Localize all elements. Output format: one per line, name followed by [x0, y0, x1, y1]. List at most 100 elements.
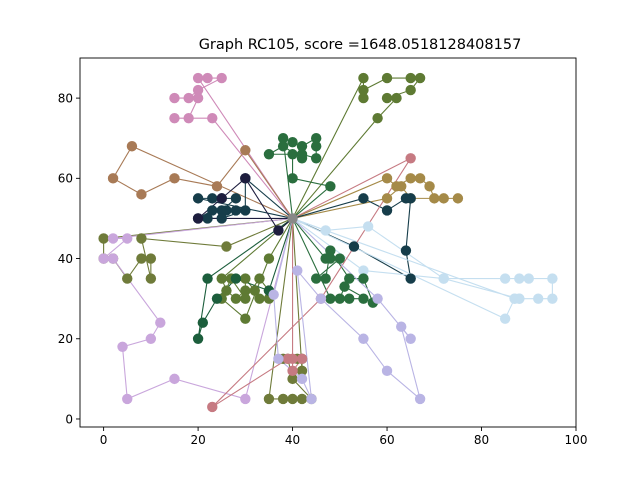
route-line-9: [102, 217, 294, 400]
route-4-point-4: [169, 173, 180, 184]
route-16-point-7: [405, 153, 416, 164]
route-5-point-11: [287, 149, 298, 160]
route-13-point-4: [310, 273, 322, 284]
route-17-point-3: [296, 373, 308, 385]
route-9-point-3: [98, 253, 109, 264]
route-11-point-4: [499, 273, 511, 284]
route-14-point-1: [216, 273, 227, 284]
route-10-point-5: [400, 245, 412, 256]
route-4-point-3: [136, 189, 147, 200]
route-17-point-11: [405, 333, 416, 344]
route-3-point-9: [391, 92, 402, 104]
route-5-point-5: [310, 141, 322, 152]
route-18-point-3: [216, 193, 227, 204]
route-16-point-2: [287, 365, 298, 377]
route-5-point-6: [310, 153, 322, 164]
route-6-point-10: [396, 181, 407, 192]
route-13-point-5: [320, 273, 331, 284]
route-line-15: [197, 217, 294, 339]
route-11-point-12: [499, 313, 511, 324]
route-10-point-1: [358, 193, 369, 204]
route-5-point-9: [277, 141, 289, 152]
x-axis-ticks: 0 20 40 60 80 100: [100, 427, 587, 447]
x-tick-label: 40: [285, 433, 300, 447]
route-14-point-7: [254, 293, 265, 304]
route-7-point-4: [230, 193, 242, 204]
route-10-point-2: [381, 205, 393, 216]
x-tick-label: 60: [379, 433, 394, 447]
y-tick-label: 20: [58, 332, 73, 346]
route-13-point-14: [325, 293, 336, 304]
route-3-point-1: [358, 72, 369, 84]
route-16-point-3: [296, 353, 308, 365]
route-17-point-2: [273, 353, 284, 365]
route-11-point-6: [523, 273, 534, 284]
route-14-point-15: [263, 253, 275, 264]
route-17-point-4: [306, 393, 317, 405]
route-8-point-8: [136, 233, 147, 244]
route-14-point-14: [240, 313, 251, 324]
route-7-point-1: [192, 193, 204, 204]
y-tick-label: 60: [58, 172, 73, 186]
route-3-point-3: [358, 84, 369, 96]
route-16-point-5: [207, 401, 218, 413]
route-12-point-2: [438, 273, 449, 284]
route-6-point-7: [438, 193, 449, 204]
route-8-point-6: [145, 253, 157, 264]
route-4-point-5: [211, 181, 223, 192]
route-6-point-6: [429, 193, 440, 204]
route-9-point-2: [122, 233, 133, 244]
route-11-point-7: [547, 273, 558, 284]
route-13-point-3: [334, 253, 346, 264]
route-14-point-2: [221, 285, 232, 296]
route-9-point-10: [240, 393, 251, 405]
route-11-point-9: [533, 293, 544, 304]
route-14-point-10: [254, 273, 265, 284]
routes-layer: [102, 77, 553, 408]
route-17-point-1: [268, 289, 279, 300]
route-1-point-4: [296, 393, 308, 405]
route-7-point-11: [216, 213, 227, 224]
route-13-point-13: [358, 293, 369, 304]
route-6-point-11: [381, 193, 393, 204]
route-1-point-3: [287, 393, 298, 405]
route-17-point-7: [358, 333, 369, 344]
plot-frame: [79, 57, 577, 428]
route-13-point-12: [344, 293, 355, 304]
route-3-point-10: [372, 112, 383, 124]
route-3-point-5: [405, 72, 416, 84]
route-2-point-10: [207, 112, 218, 124]
route-2-point-1: [192, 72, 204, 84]
route-9-point-5: [155, 317, 166, 328]
route-7-point-2: [207, 193, 218, 204]
route-6-point-4: [414, 173, 426, 184]
x-tick-label: 0: [100, 433, 108, 447]
route-14-point-5: [240, 273, 251, 284]
route-2-point-4: [192, 84, 204, 96]
route-4-point-6: [240, 145, 251, 156]
route-2-point-6: [169, 92, 180, 104]
route-1-point-2: [277, 393, 289, 405]
y-tick-label: 40: [58, 252, 73, 266]
route-17-point-12: [372, 293, 383, 304]
route-8-point-7: [145, 273, 157, 284]
route-5-point-12: [287, 173, 298, 184]
route-17-point-8: [381, 365, 393, 377]
route-3-point-2: [358, 92, 369, 104]
route-13-point-8: [358, 273, 369, 284]
route-9-point-1: [107, 233, 119, 244]
route-17-point-5: [292, 265, 303, 276]
route-10-point-4: [405, 193, 416, 204]
route-13-point-6: [325, 245, 336, 256]
route-2-point-7: [192, 92, 204, 104]
route-7-point-10: [202, 213, 213, 224]
route-11-point-5: [514, 273, 525, 284]
route-11-point-2: [362, 221, 374, 232]
route-4-point-2: [107, 173, 119, 184]
route-3-point-6: [414, 72, 426, 84]
route-10-point-6: [405, 273, 416, 284]
route-17-point-9: [414, 393, 426, 405]
route-14-point-6: [249, 285, 260, 296]
route-5-point-8: [296, 153, 308, 164]
